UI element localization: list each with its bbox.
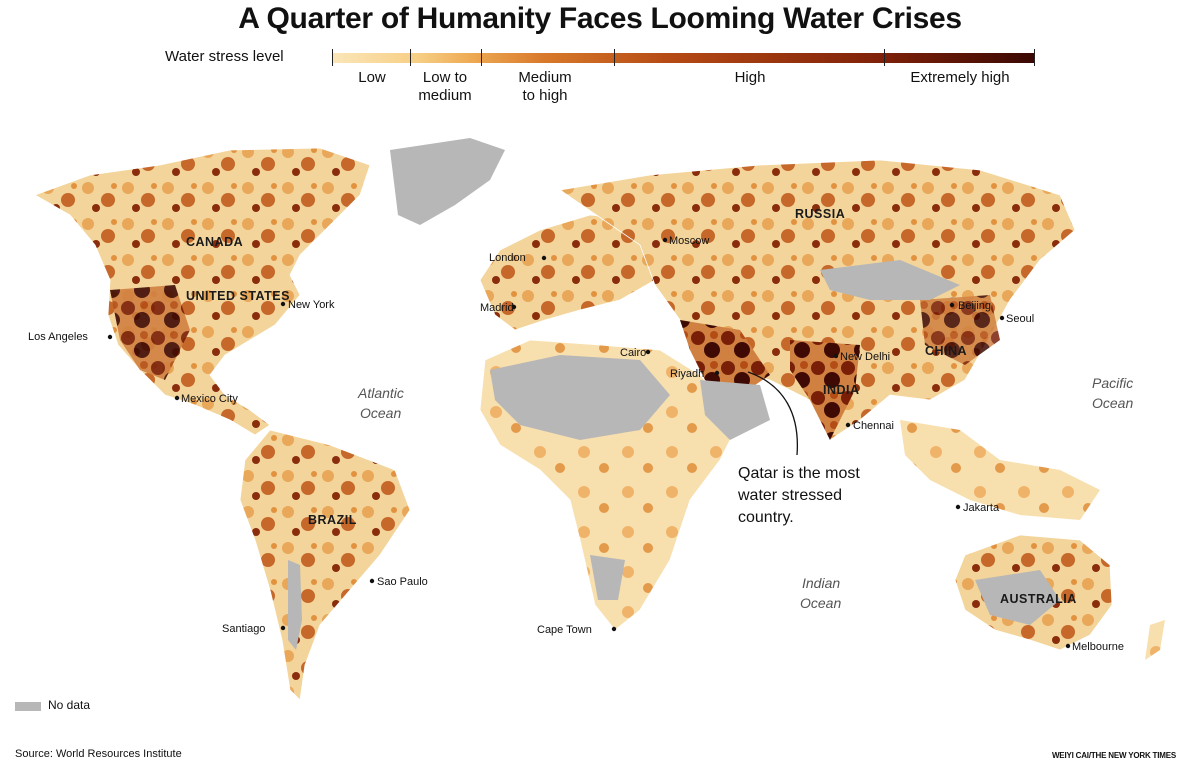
southern-africa-nodata <box>590 555 625 600</box>
legend-category-high: High <box>734 69 766 86</box>
arabia-nodata <box>700 380 770 440</box>
city-beijing: Beijing <box>958 300 991 312</box>
sahara-nodata <box>490 355 670 440</box>
label-india: INDIA <box>823 383 860 397</box>
southeast-asia <box>900 420 1100 520</box>
city-los-angeles: Los Angeles <box>28 331 88 343</box>
credit-line: WEIYI CAI/THE NEW YORK TIMES <box>1051 751 1176 760</box>
city-chennai: Chennai <box>853 420 894 432</box>
australia-nodata <box>975 570 1060 625</box>
middle-east-stress <box>680 320 770 395</box>
qatar-leader-line <box>747 371 799 456</box>
annotation-qatar-3: country. <box>738 509 794 526</box>
city-melbourne: Melbourne <box>1072 641 1124 653</box>
legend-tick <box>614 49 615 66</box>
ocean-indian-2: Ocean <box>800 595 841 611</box>
legend-category-medium-to-high: Medium to high <box>518 69 572 104</box>
legend-tick <box>884 49 885 66</box>
ocean-pacific-2: Ocean <box>1092 395 1133 411</box>
ocean-atlantic-2: Ocean <box>360 405 401 421</box>
label-china: CHINA <box>925 344 967 358</box>
city-sao-paulo: Sao Paulo <box>377 576 428 588</box>
legend-category-low-to-medium: Low to medium <box>418 69 472 104</box>
city-madrid: Madrid <box>480 302 514 314</box>
legend-tick <box>1034 49 1035 66</box>
annotation-qatar-1: Qatar is the most <box>738 465 860 482</box>
no-data-label: No data <box>48 698 91 712</box>
city-new-delhi: New Delhi <box>840 351 890 363</box>
source-note: Source: World Resources Institute <box>15 748 182 760</box>
city-jakarta: Jakarta <box>963 502 1000 514</box>
ocean-atlantic-1: Atlantic <box>357 385 404 401</box>
north-america <box>34 147 371 436</box>
annotation-qatar-2: water stressed <box>737 487 842 504</box>
legend-tick <box>410 49 411 66</box>
label-brazil: BRAZIL <box>308 513 357 527</box>
no-data-swatch <box>15 702 41 711</box>
city-cape-town: Cape Town <box>537 624 592 636</box>
ocean-pacific-1: Pacific <box>1092 375 1133 391</box>
legend-category-low: Low <box>358 69 386 86</box>
china-stress <box>920 295 1000 365</box>
legend-category-extremely-high: Extremely high <box>910 69 1010 86</box>
world-map: CANADA UNITED STATES BRAZIL RUSSIA CHINA… <box>28 138 1165 701</box>
label-russia: RUSSIA <box>795 207 845 221</box>
label-australia: AUSTRALIA <box>1000 592 1077 606</box>
ocean-indian-1: Indian <box>802 575 840 591</box>
map-title: A Quarter of Humanity Faces Looming Wate… <box>238 2 962 35</box>
label-united-states: UNITED STATES <box>186 289 290 303</box>
legend-tick <box>481 49 482 66</box>
label-canada: CANADA <box>186 235 243 249</box>
south-america-nodata <box>288 560 302 650</box>
south-america <box>239 429 411 701</box>
legend-label: Water stress level <box>165 48 284 65</box>
central-asia-nodata <box>820 260 960 300</box>
city-new-york: New York <box>288 299 335 311</box>
new-zealand <box>1145 620 1165 660</box>
city-riyadh: Riyadh <box>670 368 704 380</box>
us-west-stress <box>110 285 190 380</box>
city-moscow: Moscow <box>669 235 709 247</box>
city-seoul: Seoul <box>1006 313 1034 325</box>
city-mexico-city: Mexico City <box>181 393 238 405</box>
india-stress <box>790 340 860 440</box>
greenland <box>390 138 505 225</box>
legend-color-bar <box>332 53 1035 63</box>
city-santiago: Santiago <box>222 623 265 635</box>
city-london: London <box>489 252 526 264</box>
legend-tick <box>332 49 333 66</box>
city-cairo: Cairo <box>620 347 646 359</box>
